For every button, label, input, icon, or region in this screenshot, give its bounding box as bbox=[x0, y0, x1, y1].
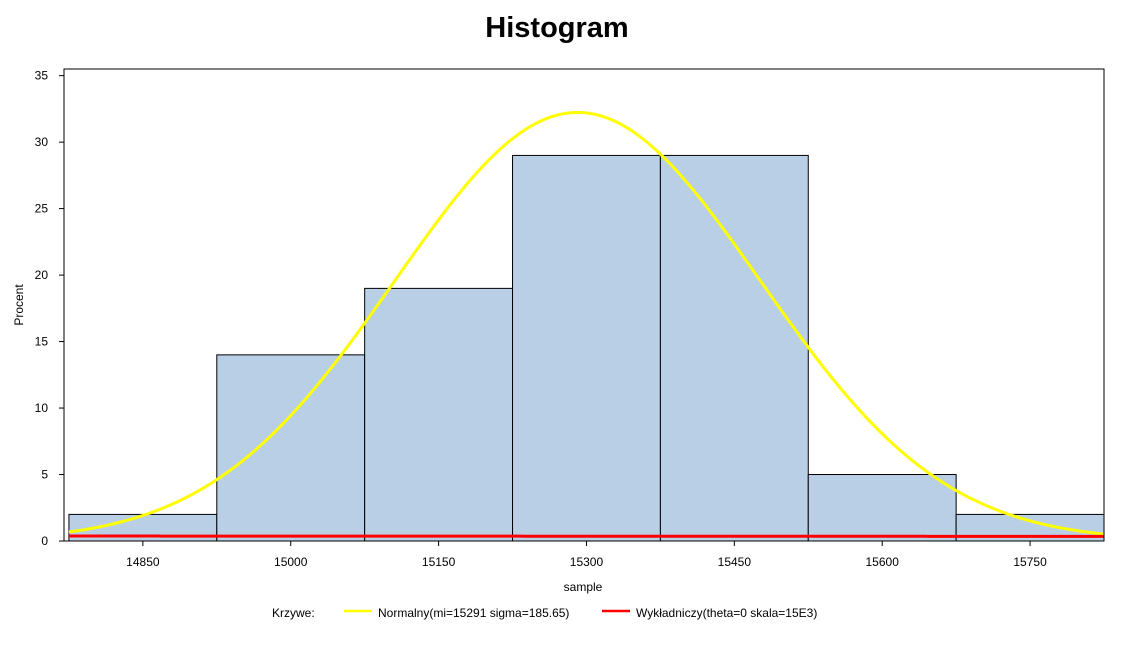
histogram-bar-4 bbox=[659, 154, 809, 542]
x-tick-label-5: 15600 bbox=[866, 555, 900, 569]
plot-frame bbox=[63, 68, 1105, 542]
x-tick-label-6: 15750 bbox=[1013, 555, 1047, 569]
histogram-bar-2 bbox=[364, 287, 514, 542]
histogram-bar-5 bbox=[807, 474, 957, 542]
legend: Krzywe: Normalny(mi=15291 sigma=185.65) … bbox=[272, 606, 817, 620]
x-axis-label: sample bbox=[564, 580, 603, 594]
y-tick-label-5: 25 bbox=[35, 202, 49, 216]
y-tick-label-6: 30 bbox=[35, 135, 49, 149]
chart-title: Histogram bbox=[485, 12, 628, 44]
x-tick-label-4: 15450 bbox=[718, 555, 752, 569]
histogram-bar-3 bbox=[512, 154, 661, 542]
y-tick-label-2: 10 bbox=[35, 401, 49, 415]
x-tick-label-3: 15300 bbox=[570, 555, 604, 569]
y-tick-label-1: 5 bbox=[41, 468, 48, 482]
legend-entry-exponential: Wykładniczy(theta=0 skala=15E3) bbox=[636, 606, 817, 620]
histogram-bar-1 bbox=[216, 354, 366, 542]
y-tick-label-4: 20 bbox=[35, 268, 49, 282]
normal-fit-curve bbox=[68, 110, 1105, 536]
y-tick-label-7: 35 bbox=[35, 69, 49, 83]
x-tick-label-2: 15150 bbox=[422, 555, 456, 569]
legend-title: Krzywe: bbox=[272, 606, 315, 620]
y-tick-label-3: 15 bbox=[35, 335, 49, 349]
legend-entry-normal: Normalny(mi=15291 sigma=185.65) bbox=[378, 606, 569, 620]
x-tick-label-0: 14850 bbox=[126, 555, 160, 569]
y-axis-label: Procent bbox=[12, 284, 26, 326]
y-tick-label-0: 0 bbox=[41, 534, 48, 548]
x-tick-label-1: 15000 bbox=[274, 555, 308, 569]
